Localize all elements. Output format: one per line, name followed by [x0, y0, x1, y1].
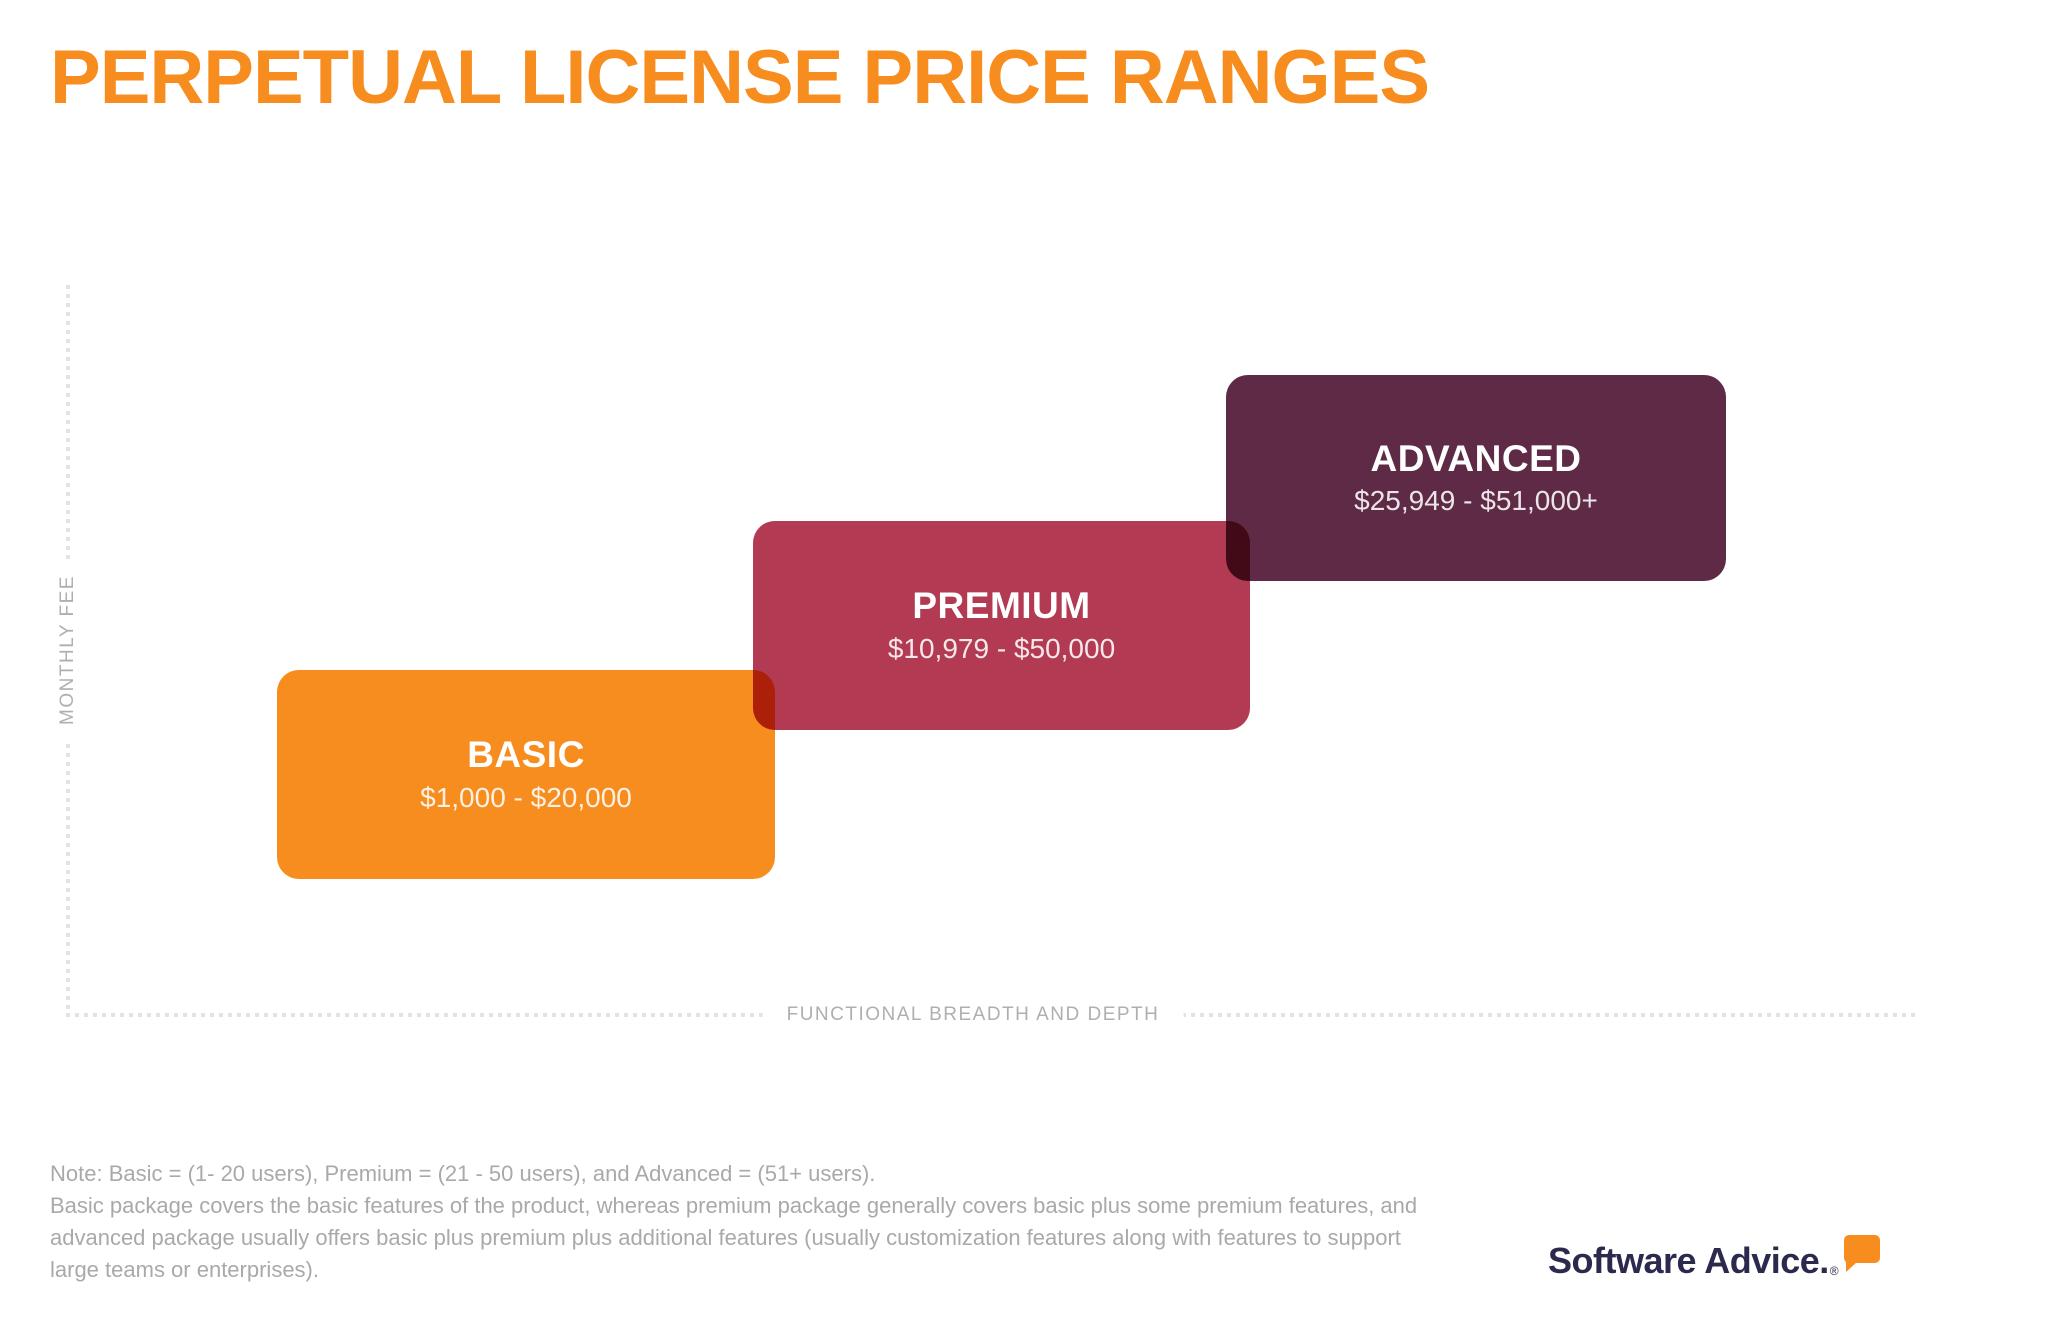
footnote: Note: Basic = (1- 20 users), Premium = (…: [50, 1158, 1420, 1286]
speech-bubble-icon: [1843, 1235, 1880, 1272]
tier-label-premium: PREMIUM: [912, 585, 1091, 627]
page-title: PERPETUAL LICENSE PRICE RANGES: [50, 35, 1430, 120]
tier-price-basic: $1,000 - $20,000: [420, 781, 632, 813]
software-advice-logo: Software Advice. ®: [1548, 1235, 1880, 1282]
x-axis-label: FUNCTIONAL BREADTH AND DEPTH: [762, 1000, 1184, 1030]
tier-box-advanced: ADVANCED $25,949 - $51,000+: [1226, 375, 1726, 581]
logo-wordmark: Software Advice.: [1548, 1240, 1829, 1281]
footnote-line1: Note: Basic = (1- 20 users), Premium = (…: [50, 1161, 876, 1186]
footnote-body: Basic package covers the basic features …: [50, 1193, 1418, 1282]
tier-price-advanced: $25,949 - $51,000+: [1354, 485, 1598, 517]
tier-label-basic: BASIC: [467, 734, 585, 776]
tier-price-premium: $10,979 - $50,000: [887, 632, 1116, 664]
y-axis-label: MONTHLY FEE: [53, 559, 83, 741]
tier-label-advanced: ADVANCED: [1370, 437, 1582, 479]
tier-box-basic: BASIC $1,000 - $20,000: [277, 670, 775, 879]
registered-trademark-symbol: ®: [1829, 1264, 1839, 1278]
tier-box-premium: PREMIUM $10,979 - $50,000: [753, 521, 1250, 730]
